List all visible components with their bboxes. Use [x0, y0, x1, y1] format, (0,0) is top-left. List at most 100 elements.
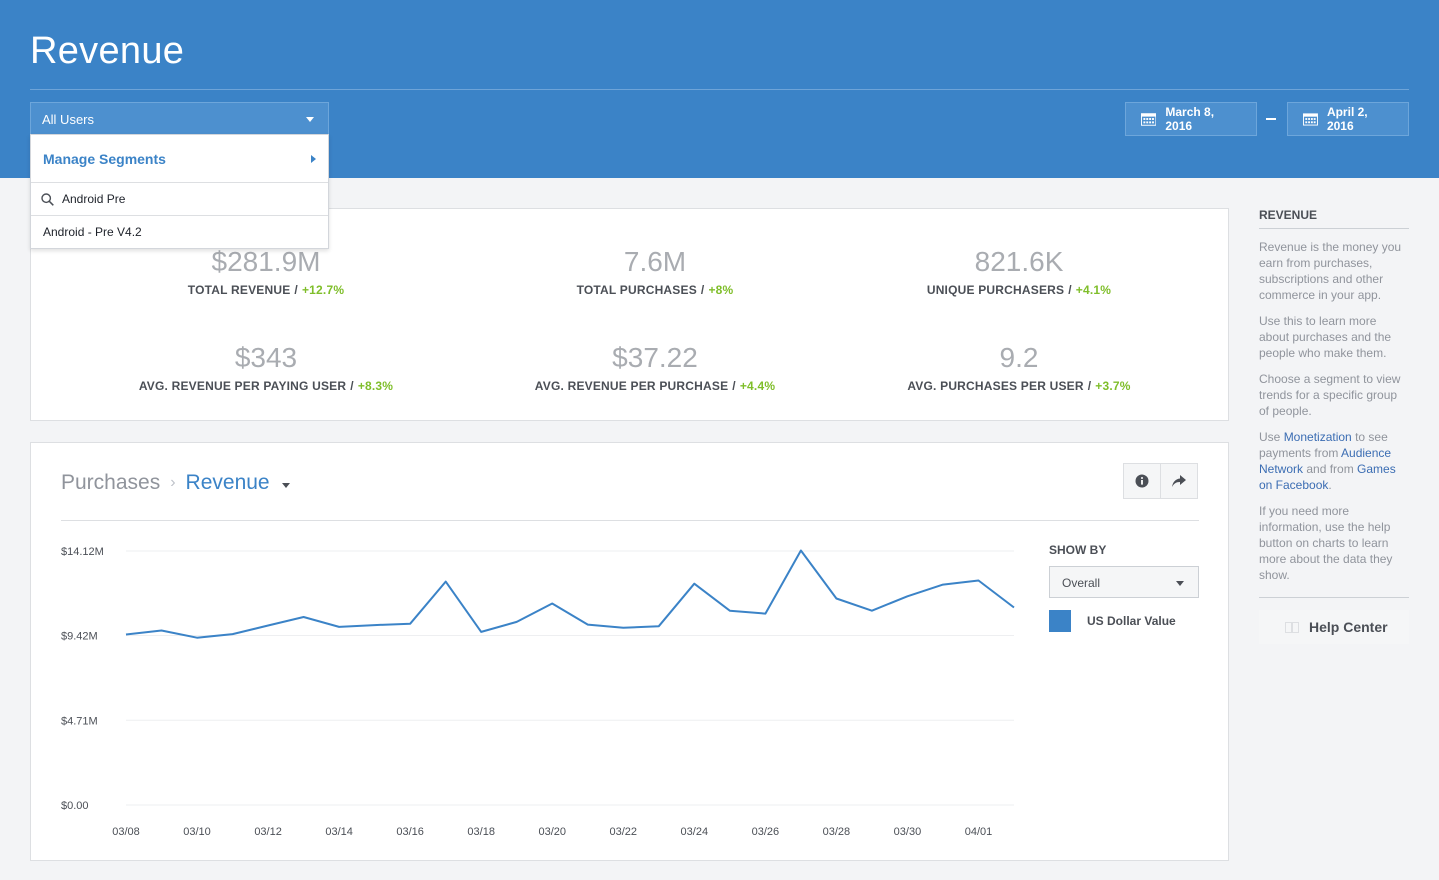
- header-divider: [30, 89, 1409, 90]
- segment-search: [31, 183, 328, 216]
- show-by-value: Overall: [1062, 576, 1101, 590]
- caret-down-icon: [1176, 581, 1184, 586]
- x-tick-label: 04/01: [965, 826, 993, 838]
- stat-value: 821.6K: [974, 246, 1064, 277]
- x-tick-label: 03/30: [894, 826, 922, 838]
- start-date-button[interactable]: March 8, 2016: [1125, 102, 1257, 136]
- stat-delta: +8%: [708, 283, 734, 297]
- stat-label: TOTAL REVENUE: [187, 283, 291, 297]
- end-date-button[interactable]: April 2, 2016: [1287, 102, 1409, 136]
- chart-legend: US Dollar Value: [1049, 610, 1176, 632]
- calendar-icon: [1303, 113, 1318, 126]
- search-icon: [41, 192, 54, 206]
- series-line: [125, 549, 1015, 639]
- y-tick-label: $9.42M: [61, 631, 98, 643]
- segment-result-item[interactable]: Android - Pre V4.2: [43, 225, 142, 239]
- x-tick-label: 03/18: [467, 826, 495, 838]
- stat-label-row: TOTAL PURCHASES / +8%: [465, 283, 845, 297]
- audience-network-link[interactable]: Audience Network: [1259, 446, 1392, 476]
- help-center-button[interactable]: Help Center: [1259, 610, 1409, 644]
- sidebar-paragraph: If you need more information, use the he…: [1259, 504, 1393, 582]
- stat-separator: /: [294, 283, 298, 297]
- x-tick-label: 03/28: [823, 826, 851, 838]
- stat-value: $343: [234, 342, 298, 373]
- info-button[interactable]: [1123, 463, 1161, 499]
- chevron-right-icon: ›: [170, 474, 176, 491]
- sidebar-text: and from: [1303, 462, 1358, 476]
- x-tick-label: 03/24: [681, 826, 709, 838]
- x-tick-label: 03/16: [396, 826, 424, 838]
- caret-down-icon: [306, 117, 314, 122]
- chart-breadcrumb: Purchases › Revenue: [61, 471, 290, 495]
- y-tick-label: $4.71M: [61, 715, 98, 727]
- stat-value: 9.2: [999, 342, 1039, 373]
- show-by-select[interactable]: Overall: [1049, 566, 1199, 598]
- games-on-facebook-link[interactable]: Games on Facebook: [1259, 462, 1396, 492]
- stat-separator: /: [350, 379, 354, 393]
- stat-value: $37.22: [612, 342, 698, 373]
- stat-label-row: AVG. REVENUE PER PAYING USER / +8.3%: [76, 379, 456, 393]
- stat-label-row: AVG. PURCHASES PER USER / +3.7%: [829, 379, 1209, 393]
- stat-value: 7.6M: [623, 246, 687, 277]
- stat-delta: +3.7%: [1095, 379, 1131, 393]
- x-tick-label: 03/26: [752, 826, 780, 838]
- stat-label: TOTAL PURCHASES: [576, 283, 697, 297]
- share-button[interactable]: [1160, 463, 1198, 499]
- share-arrow-icon: [1172, 475, 1186, 487]
- stat-delta: +12.7%: [301, 283, 345, 297]
- x-tick-label: 03/22: [610, 826, 638, 838]
- sidebar-title: REVENUE: [1259, 208, 1409, 229]
- stat-label: UNIQUE PURCHASERS: [926, 283, 1065, 297]
- stat-separator: /: [700, 283, 705, 297]
- stat-delta: +8.3%: [357, 379, 394, 393]
- stat-delta: +4.4%: [739, 379, 776, 393]
- stat-separator: /: [1087, 379, 1092, 393]
- stat-separator: /: [732, 379, 736, 393]
- segment-select[interactable]: All Users: [30, 102, 329, 134]
- segment-dropdown: Manage Segments Android - Pre V4.2: [30, 134, 329, 249]
- x-tick-label: 03/20: [538, 826, 566, 838]
- sidebar-paragraph: Choose a segment to view trends for a sp…: [1259, 372, 1401, 418]
- legend-label: US Dollar Value: [1087, 614, 1176, 628]
- sidebar-divider: [1259, 597, 1409, 598]
- sidebar-paragraph: Use this to learn more about purchases a…: [1259, 314, 1392, 360]
- stat-total-purchases: 7.6M TOTAL PURCHASES / +8%: [465, 245, 845, 297]
- stat-total-revenue: $281.9M TOTAL REVENUE / +12.7%: [76, 245, 456, 297]
- start-date-label: March 8, 2016: [1165, 105, 1215, 133]
- x-tick-label: 03/12: [254, 826, 282, 838]
- caret-down-icon[interactable]: [281, 482, 290, 488]
- sidebar-paragraph: Revenue is the money you earn from purch…: [1259, 240, 1402, 302]
- end-date-label: April 2, 2016: [1326, 105, 1368, 133]
- page-title: Revenue: [30, 30, 185, 72]
- stat-avg-purchases-per-user: 9.2 AVG. PURCHASES PER USER / +3.7%: [829, 341, 1209, 393]
- help-sidebar: REVENUE Revenue is the money you earn fr…: [1259, 208, 1409, 644]
- info-icon: [1135, 474, 1149, 488]
- segment-select-value: All Users: [42, 112, 95, 127]
- x-tick-label: 03/14: [325, 826, 353, 838]
- calendar-icon: [1141, 113, 1157, 126]
- stat-value: $281.9M: [211, 246, 321, 277]
- chart-header-divider: [61, 520, 1199, 521]
- stat-separator: /: [1068, 283, 1072, 297]
- breadcrumb-purchases[interactable]: Purchases: [61, 471, 161, 494]
- stat-label-row: UNIQUE PURCHASERS / +4.1%: [829, 283, 1209, 297]
- monetization-link[interactable]: Monetization: [1283, 430, 1352, 444]
- manage-segments-label: Manage Segments: [43, 150, 166, 167]
- x-tick-label: 03/08: [112, 826, 140, 838]
- show-by-title: SHOW BY: [1049, 543, 1107, 557]
- segment-search-input[interactable]: [62, 192, 302, 206]
- manage-segments-item[interactable]: Manage Segments: [31, 135, 328, 183]
- help-center-label: Help Center: [1309, 619, 1388, 635]
- sidebar-text: to see payments from: [1259, 430, 1388, 460]
- y-tick-label: $0.00: [61, 800, 89, 812]
- stat-label-row: AVG. REVENUE PER PURCHASE / +4.4%: [465, 379, 845, 393]
- breadcrumb-revenue[interactable]: Revenue: [185, 471, 270, 494]
- stat-delta: +4.1%: [1075, 283, 1112, 297]
- stat-label: AVG. REVENUE PER PURCHASE: [534, 379, 729, 393]
- stat-avg-revenue-per-paying-user: $343 AVG. REVENUE PER PAYING USER / +8.3%: [76, 341, 456, 393]
- stat-avg-revenue-per-purchase: $37.22 AVG. REVENUE PER PURCHASE / +4.4%: [465, 341, 845, 393]
- stat-unique-purchasers: 821.6K UNIQUE PURCHASERS / +4.1%: [829, 245, 1209, 297]
- stat-label: AVG. REVENUE PER PAYING USER: [138, 379, 347, 393]
- legend-swatch[interactable]: [1049, 610, 1071, 632]
- y-tick-label: $14.12M: [61, 546, 104, 558]
